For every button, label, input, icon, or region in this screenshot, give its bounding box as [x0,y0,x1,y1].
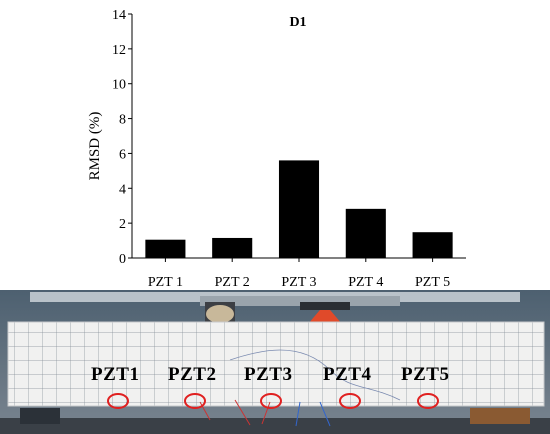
pzt-label: PZT1 [91,364,140,385]
pzt-sensor-marker [107,393,129,409]
bar [345,208,386,258]
bar-chart: PZT 1 PZT 2 PZT 3 PZT 4 PZT 5 0 2 4 6 8 10 12 14 D1… [87,8,466,290]
y-tick-label: 10 [112,78,126,93]
chart-title: D1 [289,15,306,30]
beam-photo: PZT1 PZT2 PZT3 PZT4 PZT5 [0,290,550,434]
pzt-sensor-marker [184,393,206,409]
x-tick-label: PZT 3 [281,275,316,290]
x-tick-label: PZT 1 [148,275,183,290]
bar [278,160,320,258]
beam-photo-drawing [0,290,550,434]
pzt-sensor-marker [339,393,361,409]
y-tick-label: 6 [119,147,126,162]
bar [412,232,453,258]
pzt-label: PZT5 [401,364,450,385]
x-tick-labels: PZT 1 PZT 2 PZT 3 PZT 4 PZT 5 [148,275,450,290]
y-axis-label: RMSD (%) [87,112,103,181]
chart-bars [145,160,453,258]
pzt-label: PZT2 [168,364,217,385]
bar [145,239,186,258]
y-tick-labels: 0 2 4 6 8 10 12 14 [112,8,126,267]
x-tick-label: PZT 4 [348,275,383,290]
y-tick-label: 14 [112,8,126,23]
x-tick-label: PZT 2 [215,275,250,290]
pzt-sensor-marker [260,393,282,409]
y-tick-label: 2 [119,217,126,232]
y-tick-label: 4 [119,182,126,197]
y-tick-label: 8 [119,113,126,128]
pzt-label: PZT3 [244,364,293,385]
x-tick-label: PZT 5 [415,275,450,290]
chart-axes [128,13,466,262]
pzt-markers [107,393,439,409]
y-tick-label: 12 [112,43,126,58]
y-tick-label: 0 [119,252,126,267]
pzt-label: PZT4 [323,364,372,385]
bar [212,237,253,258]
pzt-sensor-marker [417,393,439,409]
